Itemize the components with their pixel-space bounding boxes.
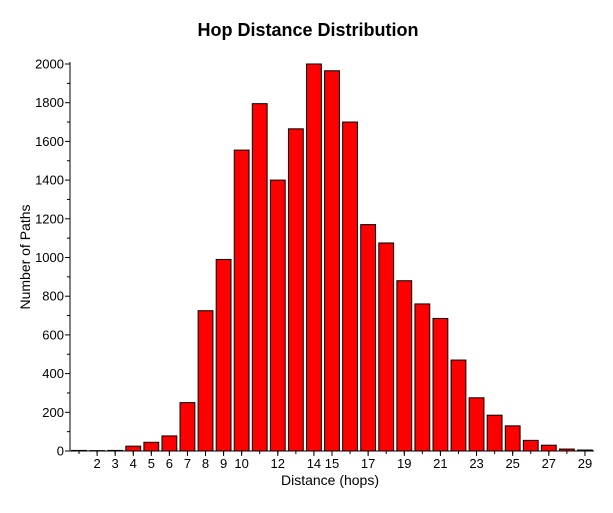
bar-hop-23 [469,398,484,451]
bar-hop-21 [433,318,448,451]
y-tick-label-1400: 1400 [35,173,64,188]
y-tick-label-1000: 1000 [35,250,64,265]
bar-hop-20 [415,304,430,451]
x-tick-label-4: 4 [130,456,137,471]
x-tick-label-2: 2 [93,456,100,471]
y-tick-label-800: 800 [42,289,64,304]
bar-hop-13 [288,129,303,451]
y-tick-label-200: 200 [42,405,64,420]
x-tick-label-27: 27 [542,456,556,471]
bar-hop-27 [541,445,556,451]
x-tick-label-25: 25 [505,456,519,471]
bar-hop-15 [325,71,340,451]
bar-hop-17 [361,225,376,451]
bar-hop-14 [307,64,322,451]
bar-hop-8 [198,311,213,451]
x-tick-label-9: 9 [220,456,227,471]
bar-hop-10 [234,150,249,451]
x-tick-label-29: 29 [578,456,592,471]
bar-hop-5 [144,442,159,451]
x-tick-label-5: 5 [148,456,155,471]
bar-hop-19 [397,281,412,451]
bar-hop-6 [162,436,177,451]
y-tick-label-0: 0 [57,444,64,459]
x-tick-label-21: 21 [433,456,447,471]
bar-hop-12 [270,180,285,451]
x-tick-label-17: 17 [361,456,375,471]
y-tick-label-1800: 1800 [35,95,64,110]
x-tick-label-19: 19 [397,456,411,471]
bar-hop-4 [126,446,141,451]
y-tick-label-1200: 1200 [35,211,64,226]
y-axis-label: Number of Paths [17,204,33,309]
x-tick-label-15: 15 [325,456,339,471]
x-tick-label-14: 14 [307,456,321,471]
x-tick-label-6: 6 [166,456,173,471]
x-tick-label-8: 8 [202,456,209,471]
bars-layer [72,64,593,451]
bar-hop-18 [379,243,394,451]
bar-hop-16 [343,122,358,451]
bar-hop-24 [487,415,502,451]
y-tick-label-400: 400 [42,366,64,381]
x-tick-label-7: 7 [184,456,191,471]
chart-title: Hop Distance Distribution [197,20,418,40]
y-tick-label-1600: 1600 [35,134,64,149]
bar-hop-25 [505,426,520,451]
bar-hop-26 [523,440,538,451]
x-tick-label-12: 12 [271,456,285,471]
x-axis-label: Distance (hops) [281,472,379,488]
x-tick-label-10: 10 [234,456,248,471]
y-tick-label-2000: 2000 [35,57,64,72]
x-tick-label-23: 23 [469,456,483,471]
bar-hop-22 [451,360,466,451]
x-tick-label-3: 3 [112,456,119,471]
bar-hop-11 [252,104,267,451]
bar-hop-7 [180,403,195,451]
y-tick-label-600: 600 [42,327,64,342]
bar-hop-9 [216,259,231,451]
